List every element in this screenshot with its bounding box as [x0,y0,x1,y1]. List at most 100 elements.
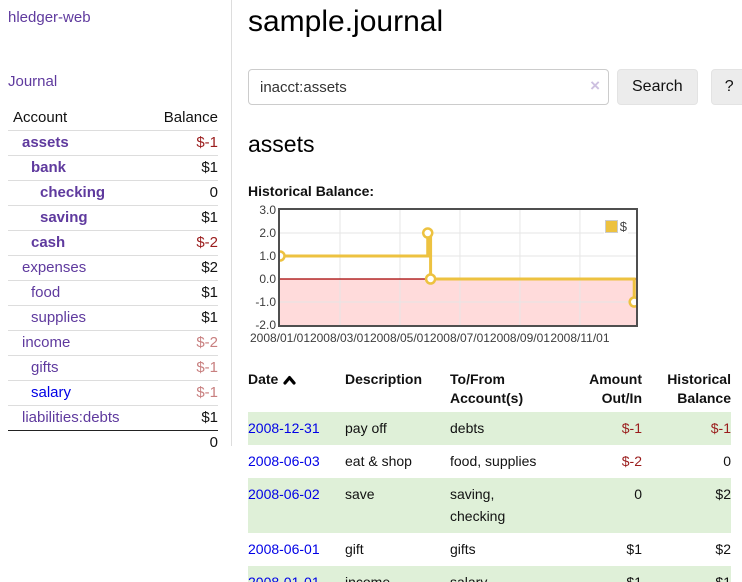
amount-column-header: Amount Out/In [589,371,642,406]
sidebar-total-row: 0 [8,430,218,455]
x-tick-label: 2008/09/01 [489,331,550,345]
series-color-swatch [604,220,618,233]
sidebar-account-row: expenses $2 [8,255,218,281]
sidebar-account-balance: 0 [149,180,218,206]
sidebar-account-row: food $1 [8,280,218,306]
sidebar-account-balance: $-1 [149,355,218,381]
sidebar-account-link[interactable]: checking [40,184,106,201]
sidebar-account-link[interactable]: assets [22,134,69,151]
y-tick-label: -2.0 [255,318,276,332]
transaction-description: income [345,574,391,582]
transaction-amount: $-1 [621,420,642,436]
main-content: sample.journal × Search ? assets Histori… [232,0,742,582]
x-tick-label: 2008/03/01 [309,331,371,345]
x-tick-label: 2008/05/01 [369,331,430,345]
sidebar-account-link[interactable]: liabilities:debts [22,409,120,426]
transaction-description: pay off [345,420,387,436]
transaction-accounts: saving, checking [450,486,506,524]
tofrom-column-header: To/From Account(s) [450,371,524,406]
sidebar-account-link[interactable]: saving [40,209,88,226]
transaction-amount: $1 [626,574,642,582]
sidebar-account-row: income $-2 [8,330,218,356]
transaction-description: gift [345,541,364,557]
search-input[interactable] [248,69,609,105]
transaction-description: eat & shop [345,453,412,469]
register-row: 2008-06-02 save saving, checking 0 $2 [248,478,731,533]
account-column-header: Account [13,109,68,126]
transaction-balance: $-1 [710,420,731,436]
sidebar-item-journal[interactable]: Journal [8,73,58,90]
transaction-accounts: debts [450,420,485,436]
sidebar-total-spacer [8,430,150,455]
brand-link[interactable]: hledger-web [8,9,91,26]
transaction-balance: 0 [723,453,731,469]
sidebar-account-balance: $-1 [149,380,218,406]
sidebar-account-row: assets $-1 [8,130,218,156]
account-heading: assets [248,131,315,157]
search-button[interactable]: Search [617,69,698,105]
register-row: 2008-01-01 income salary $1 $1 [248,566,731,582]
sidebar-account-balance: $1 [149,205,218,231]
sidebar-account-row: checking 0 [8,180,218,206]
clear-search-icon[interactable]: × [590,76,600,95]
sidebar-account-row: cash $-2 [8,230,218,256]
transaction-date-link[interactable]: 2008-06-01 [248,541,320,557]
sidebar-account-link[interactable]: food [31,284,61,301]
sidebar-account-balance: $-1 [149,130,218,156]
sidebar-account-row: saving $1 [8,205,218,231]
help-button[interactable]: ? [710,69,742,105]
sidebar-account-balance: $1 [149,305,218,331]
chart-legend: $ [603,218,628,235]
sidebar-account-balance: $2 [149,255,218,281]
x-tick-label: 2008/01/01 [249,331,311,345]
transaction-description: save [345,486,375,502]
register-table: Date Description To/From Account(s) Amou… [248,367,731,582]
y-tick-label: 0.0 [259,272,276,286]
transaction-accounts: food, supplies [450,453,537,469]
date-column-header[interactable]: Date [248,367,345,412]
y-tick-label: -1.0 [255,295,276,309]
search-bar: × Search ? [248,69,742,105]
transaction-balance: $1 [715,574,731,582]
sidebar-account-link[interactable]: income [22,334,71,351]
sidebar-account-link[interactable]: bank [31,159,67,176]
transaction-date-link[interactable]: 2008-12-31 [248,420,320,436]
sidebar-account-link[interactable]: supplies [31,309,87,326]
sidebar-total-balance: 0 [149,430,218,455]
balance-column-header-main: Historical Balance [667,371,731,406]
transaction-amount: $1 [626,541,642,557]
sidebar: hledger-web Journal Account Balance asse… [0,0,232,455]
sidebar-account-balance: $1 [149,280,218,306]
chart-plot-area: $ [274,208,640,327]
sidebar-account-row: salary $-1 [8,380,218,406]
sort-ascending-icon [283,376,296,385]
transaction-balance: $2 [715,486,731,502]
transaction-date-link[interactable]: 2008-01-01 [248,574,320,582]
transaction-balance: $2 [715,541,731,557]
register-row: 2008-06-03 eat & shop food, supplies $-2 0 [248,445,731,478]
transaction-amount: $-2 [621,453,642,469]
sidebar-account-row: supplies $1 [8,305,218,331]
transaction-accounts: salary [450,574,488,582]
transaction-date-link[interactable]: 2008-06-03 [248,453,320,469]
historical-balance-chart: $ 3.0 2.0 1.0 0.0 -1.0 -2.0 2008/01/01 2008/03/… [248,203,640,346]
register-row: 2008-06-01 gift gifts $1 $2 [248,533,731,566]
series-legend-label: $ [619,219,627,234]
sidebar-account-link[interactable]: cash [31,234,66,251]
x-tick-label: 2008/11/01 [550,331,610,345]
sidebar-account-row: bank $1 [8,155,218,181]
chart-title: Historical Balance: [248,183,375,199]
sidebar-account-balance: $-2 [149,230,218,256]
sidebar-account-row: liabilities:debts $1 [8,405,218,431]
sidebar-accounts-header: Account Balance [8,106,218,131]
y-tick-label: 2.0 [259,226,276,240]
x-tick-label: 2008/07/01 [429,331,490,345]
transaction-accounts: gifts [450,541,476,557]
sidebar-account-link[interactable]: gifts [31,359,59,376]
sidebar-account-balance: $-2 [149,330,218,356]
sidebar-account-link[interactable]: expenses [22,259,87,276]
balance-column-header: Balance [163,109,218,126]
chart-canvas [274,210,640,325]
sidebar-account-link[interactable]: salary [31,384,72,401]
transaction-date-link[interactable]: 2008-06-02 [248,486,320,502]
